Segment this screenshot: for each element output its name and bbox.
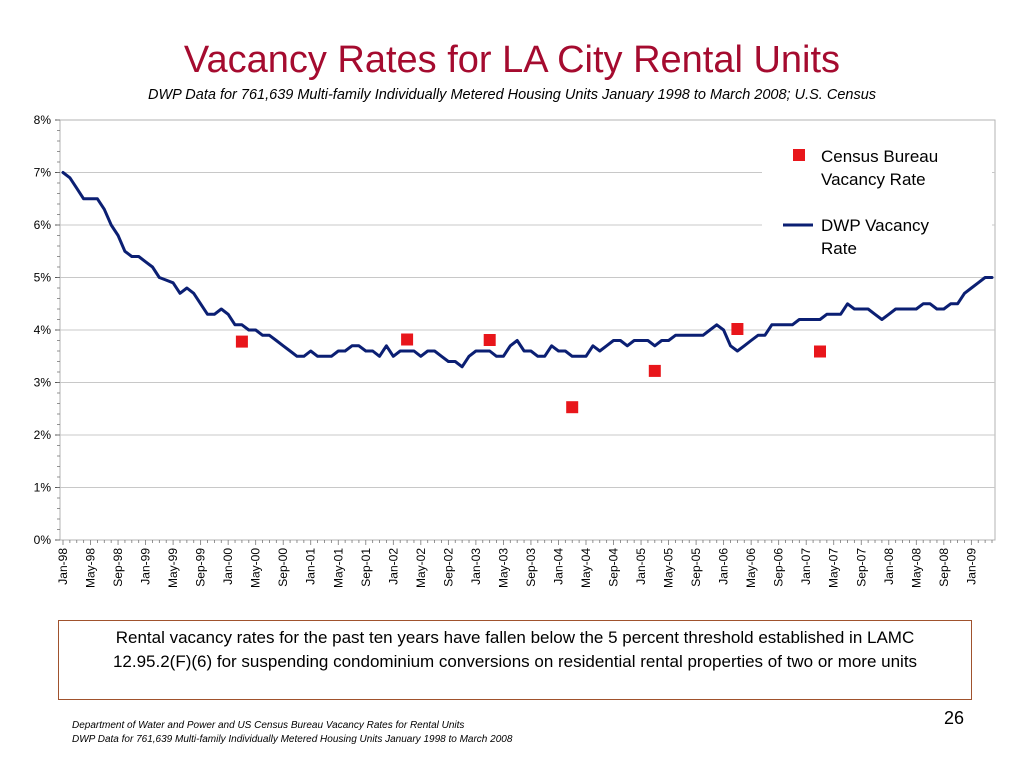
x-tick-label: May-98 [84,548,98,588]
x-tick-label: Sep-05 [689,548,703,587]
census-vacancy-point [401,333,414,346]
x-tick-label: Jan-04 [551,548,565,585]
page-number: 26 [943,708,964,728]
census-vacancy-point [814,345,826,358]
x-tick-label: Sep-03 [524,548,538,587]
x-tick-label: Sep-04 [607,548,621,587]
x-tick-label: Jan-03 [469,548,483,585]
x-tick-label: Sep-99 [194,548,208,587]
x-axis: Jan-98 May-98 Sep-98 Jan-99 May-99 Sep-99 Jan-… [56,540,993,588]
census-series [235,323,826,414]
slide-title: Vacancy Rates for LA City Rental Units [183,39,841,81]
legend-dwp-label-line1: DWP Vacancy [821,216,930,235]
dwp-vacancy-line [61,171,994,369]
chart-legend: Census Bureau Vacancy Rate DWP Vacancy R… [762,135,992,265]
x-tick-label: Jan-06 [717,548,731,585]
x-tick-label: May-01 [331,548,345,588]
legend-census-marker [793,149,805,161]
y-tick-label: 7% [34,166,52,180]
y-tick-label: 3% [34,376,52,390]
census-vacancy-point [483,334,496,346]
x-tick-label: Sep-02 [441,548,455,587]
x-tick-label: Jan-02 [386,548,400,585]
census-vacancy-point [566,401,579,414]
x-tick-label: Jan-05 [634,548,648,585]
x-tick-label: Sep-08 [937,548,951,587]
x-tick-label: Sep-01 [359,548,373,587]
y-tick-label: 8% [34,113,52,127]
vacancy-rate-chart: 0%1%2%3%4%5%6%7%8% Jan-98 May-98 Sep-98 Jan… [34,113,996,588]
legend-census-label-line1: Census Bureau [821,147,938,166]
x-tick-label: May-99 [166,548,180,588]
x-tick-label: May-05 [662,548,676,588]
note-box: Rental vacancy rates for the past ten ye… [58,620,972,700]
x-tick-label: Sep-07 [854,548,868,587]
x-tick-label: May-04 [579,548,593,588]
x-tick-label: Sep-00 [276,548,290,587]
note-text: Rental vacancy rates for the past ten ye… [112,628,918,671]
x-tick-label: May-07 [827,548,841,588]
x-tick-label: May-06 [744,548,758,588]
x-tick-label: Sep-98 [111,548,125,587]
x-tick-label: May-00 [249,548,263,588]
footnote-line-1: Department of Water and Power and US Cen… [72,720,465,731]
dwp-series [61,171,994,369]
x-tick-label: May-03 [496,548,510,588]
x-tick-label: Jan-01 [304,548,318,585]
footnote-line-2: DWP Data for 761,639 Multi-family Indivi… [72,734,513,745]
y-tick-label: 4% [34,323,52,337]
y-tick-label: 1% [34,481,52,495]
x-tick-label: May-02 [414,548,428,588]
y-tick-label: 2% [34,428,52,442]
y-tick-label: 0% [34,533,52,547]
x-tick-label: Sep-06 [772,548,786,587]
x-tick-label: Jan-98 [56,548,70,585]
x-tick-label: Jan-00 [221,548,235,585]
y-axis: 0% 1% 2% 3% 4% 5% 6% 7% 8% [34,113,60,547]
legend-census-label-line2: Vacancy Rate [821,170,926,189]
slide-subtitle: DWP Data for 761,639 Multi-family Indivi… [147,87,877,103]
x-tick-label: Jan-99 [139,548,153,585]
x-tick-label: Jan-07 [799,548,813,585]
census-vacancy-point [648,364,661,377]
legend-dwp-label-line2: Rate [821,239,857,258]
x-tick-label: Jan-09 [964,548,978,585]
x-tick-label: May-08 [909,548,923,588]
y-tick-label: 6% [34,218,52,232]
x-tick-label: Jan-08 [882,548,896,585]
y-tick-label: 5% [34,271,52,285]
census-vacancy-point [731,323,744,335]
census-vacancy-point [235,335,248,348]
